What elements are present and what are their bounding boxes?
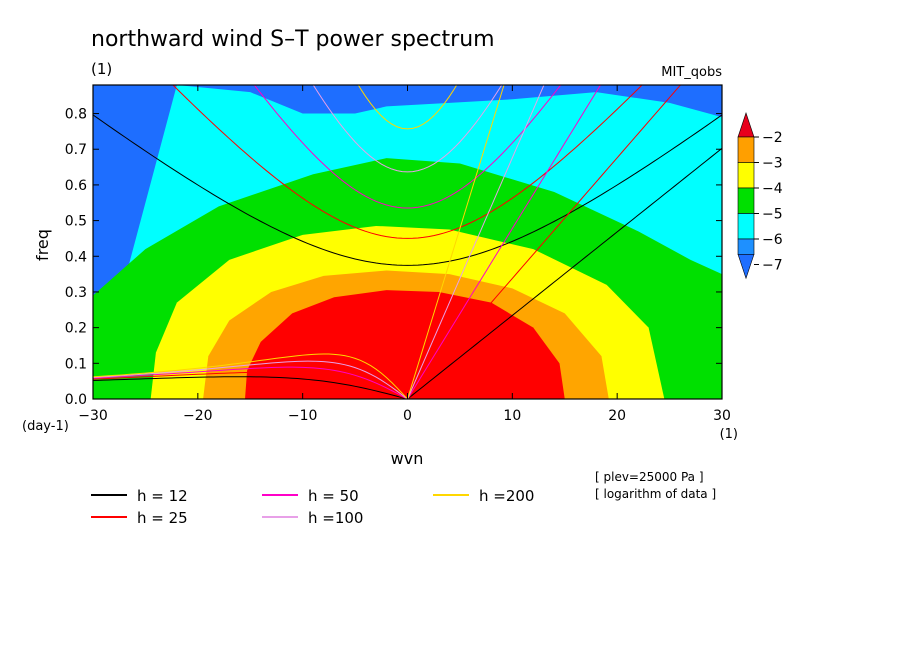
colorbar-segment (737, 162, 755, 189)
x-axis-ticks: −30 −20 −10 0 10 20 30 (78, 85, 731, 424)
colorbar: −2 −3 −4 −5 −6 −7 (737, 112, 783, 280)
colorbar-under-arrow (737, 254, 755, 280)
y-tick-label: 0.4 (65, 249, 87, 265)
y-axis-unit: (day-1) (22, 419, 69, 434)
legend-label: h = 50 (308, 487, 359, 505)
dispersion-h200-kelvin (407, 85, 505, 399)
x-axis-label: wvn (391, 449, 424, 468)
dispersion-h12-kelvin (407, 147, 722, 399)
annotation-plev: [ plev=25000 Pa ] (595, 470, 704, 484)
dispersion-h200-inertia-gravity (357, 85, 458, 130)
y-tick-label: 0.6 (65, 178, 87, 194)
colorbar-label: −7 (762, 258, 783, 274)
dispersion-h100-rossby (93, 360, 408, 399)
legend-label: h =200 (479, 487, 534, 505)
x-tick-label: −20 (183, 408, 213, 424)
dispersion-h200-rossby (93, 353, 408, 399)
legend-label: h = 25 (137, 509, 188, 527)
dispersion-h25-rossby (93, 371, 408, 399)
y-tick-label: 0.5 (65, 214, 87, 230)
annotation-log: [ logarithm of data ] (595, 487, 716, 501)
dispersion-h50-rossby (93, 366, 408, 399)
x-tick-label: 10 (503, 408, 521, 424)
colorbar-segment (737, 136, 755, 163)
colorbar-label: −4 (762, 181, 783, 197)
dispersion-h50-inertia-gravity (253, 85, 562, 209)
y-axis-label: freq (33, 229, 52, 261)
colorbar-label: −5 (762, 207, 783, 223)
chart-title: northward wind S–T power spectrum (91, 27, 495, 52)
chart-subtitle-right: MIT_qobs (661, 65, 722, 80)
colorbar-segment (737, 238, 755, 255)
x-tick-label: 0 (403, 408, 412, 424)
dispersion-h100-kelvin (407, 85, 545, 399)
dispersion-h12-rossby (93, 376, 408, 399)
legend: h = 12 h = 25 h = 50 h =100 h =200 (91, 487, 534, 527)
y-tick-label: 0.8 (65, 107, 87, 123)
plot-area (93, 85, 722, 399)
dispersion-h12-inertia-gravity (93, 114, 722, 266)
colorbar-label: −6 (762, 232, 783, 248)
y-axis-ticks: 0.0 0.1 0.2 0.3 0.4 0.5 0.6 0.7 0.8 (65, 107, 722, 408)
colorbar-label: −2 (762, 130, 783, 146)
legend-label: h =100 (308, 509, 363, 527)
dispersion-h50-kelvin (407, 85, 602, 399)
contour-fills (93, 85, 722, 399)
x-tick-label: 30 (713, 408, 731, 424)
x-tick-label: −10 (288, 408, 318, 424)
contour-band-minus2 (245, 290, 565, 399)
dispersion-h25-inertia-gravity (172, 85, 643, 239)
y-tick-label: 0.7 (65, 142, 87, 158)
x-tick-label: 20 (608, 408, 626, 424)
colorbar-segment (737, 213, 755, 240)
colorbar-segment (737, 187, 755, 214)
chart-subtitle-left: (1) (91, 60, 112, 78)
y-tick-label: 0.2 (65, 321, 87, 337)
x-axis-unit: (1) (720, 427, 738, 442)
colorbar-label: −3 (762, 156, 783, 172)
y-tick-label: 0.0 (65, 392, 87, 408)
y-tick-label: 0.3 (65, 285, 87, 301)
legend-label: h = 12 (137, 487, 188, 505)
colorbar-over-arrow (737, 112, 755, 138)
y-tick-label: 0.1 (65, 356, 87, 372)
x-tick-label: −30 (78, 408, 108, 424)
dispersion-h100-inertia-gravity (312, 85, 503, 173)
dispersion-curves (93, 85, 722, 399)
dispersion-h25-kelvin (407, 85, 682, 399)
